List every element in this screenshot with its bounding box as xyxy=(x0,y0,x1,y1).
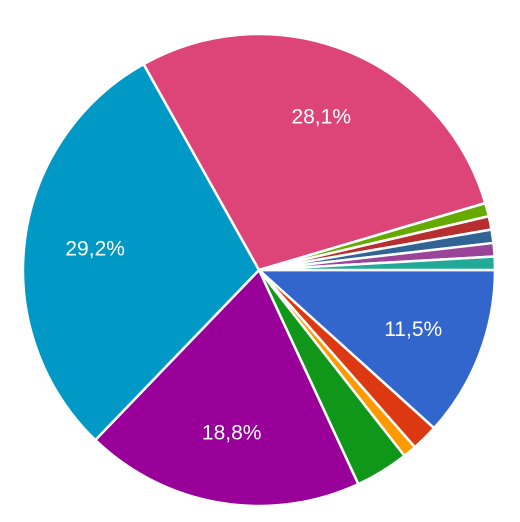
pie-slice-label-6: 28,1% xyxy=(291,105,351,128)
pie-slice-label-4: 18,8% xyxy=(202,421,262,444)
pie-slice-11 xyxy=(257,255,497,272)
pie-slice-6 xyxy=(142,32,487,272)
pie-labels: 11,5% 18,8% 29,2% 28,1% xyxy=(65,105,442,444)
pie-slice-0 xyxy=(257,268,497,430)
pie-slice-4 xyxy=(94,268,360,508)
pie-slice-label-0: 11,5% xyxy=(384,318,442,341)
pie-slices xyxy=(21,32,497,508)
pie-slice-label-5: 29,2% xyxy=(65,237,125,260)
pie-slice-5 xyxy=(21,62,261,442)
